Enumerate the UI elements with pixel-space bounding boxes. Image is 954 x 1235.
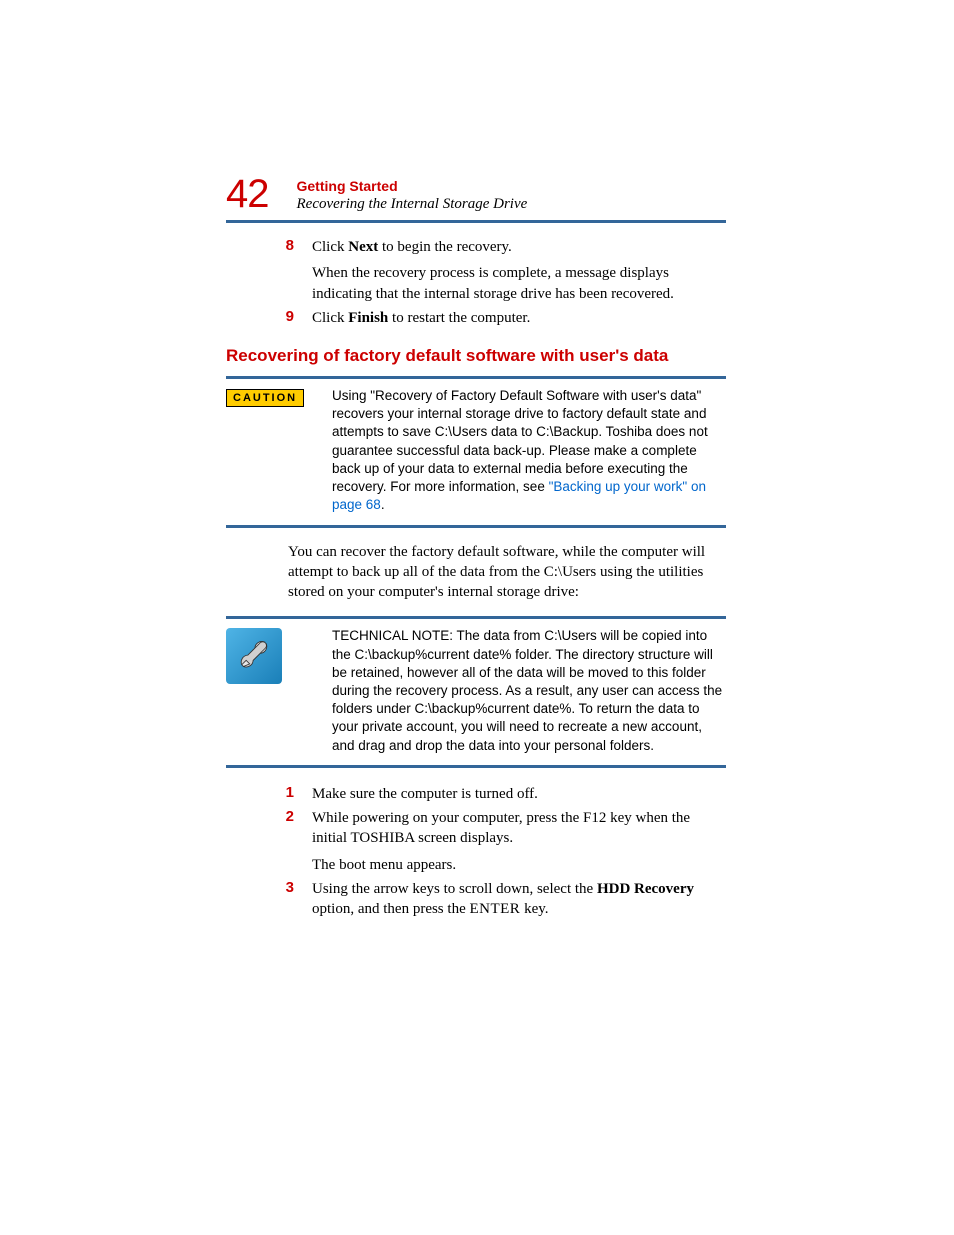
step-number: 3 — [226, 879, 312, 920]
step-text-mid: option, and then press the — [312, 901, 469, 917]
step-text-post: key. — [520, 901, 548, 917]
section-heading: Recovering of factory default software w… — [226, 346, 726, 366]
step-text: While powering on your computer, press t… — [312, 810, 690, 846]
section-title: Recovering the Internal Storage Drive — [297, 196, 727, 213]
caution-body: Using "Recovery of Factory Default Softw… — [332, 387, 726, 515]
step-bold: Finish — [348, 310, 388, 326]
step-followup: When the recovery process is complete, a… — [312, 263, 726, 304]
technote-icon-wrap — [226, 627, 332, 755]
step-body: Make sure the computer is turned off. — [312, 784, 726, 804]
step-text-pre: Using the arrow keys to scroll down, sel… — [312, 881, 597, 897]
caution-text-post: . — [381, 497, 385, 512]
header-text-block: Getting Started Recovering the Internal … — [297, 174, 727, 213]
step-number: 9 — [226, 308, 312, 328]
caution-label-wrap: CAUTION — [226, 387, 332, 515]
page-header: 42 Getting Started Recovering the Intern… — [226, 174, 726, 214]
steps-continued: 8 Click Next to begin the recovery. When… — [226, 237, 726, 328]
technote-callout: TECHNICAL NOTE: The data from C:\Users w… — [226, 616, 726, 768]
step-body: Click Next to begin the recovery. When t… — [312, 237, 726, 304]
step-bold: Next — [348, 239, 378, 255]
step-body: Click Finish to restart the computer. — [312, 308, 726, 328]
steps-numbered: 1 Make sure the computer is turned off. … — [226, 784, 726, 920]
step-text-post: to begin the recovery. — [378, 239, 512, 255]
step-9: 9 Click Finish to restart the computer. — [226, 308, 726, 328]
wrench-icon — [226, 628, 282, 684]
step-text-pre: Click — [312, 310, 348, 326]
step-bold: HDD Recovery — [597, 881, 694, 897]
header-rule — [226, 220, 726, 223]
step-8: 8 Click Next to begin the recovery. When… — [226, 237, 726, 304]
step-number: 1 — [226, 784, 312, 804]
caution-label: CAUTION — [226, 389, 304, 407]
technote-body: TECHNICAL NOTE: The data from C:\Users w… — [332, 627, 726, 755]
step-followup: The boot menu appears. — [312, 855, 726, 875]
page-number: 42 — [226, 174, 269, 214]
step-smallcaps: ENTER — [469, 901, 520, 917]
step-2: 2 While powering on your computer, press… — [226, 808, 726, 875]
step-1: 1 Make sure the computer is turned off. — [226, 784, 726, 804]
step-3: 3 Using the arrow keys to scroll down, s… — [226, 879, 726, 920]
step-number: 2 — [226, 808, 312, 875]
caution-callout: CAUTION Using "Recovery of Factory Defau… — [226, 376, 726, 528]
step-body: While powering on your computer, press t… — [312, 808, 726, 875]
page-content: 42 Getting Started Recovering the Intern… — [226, 174, 726, 923]
chapter-title: Getting Started — [297, 178, 727, 194]
step-text-pre: Click — [312, 239, 348, 255]
step-text-post: to restart the computer. — [388, 310, 530, 326]
step-number: 8 — [226, 237, 312, 304]
body-paragraph: You can recover the factory default soft… — [288, 542, 726, 603]
step-body: Using the arrow keys to scroll down, sel… — [312, 879, 726, 920]
